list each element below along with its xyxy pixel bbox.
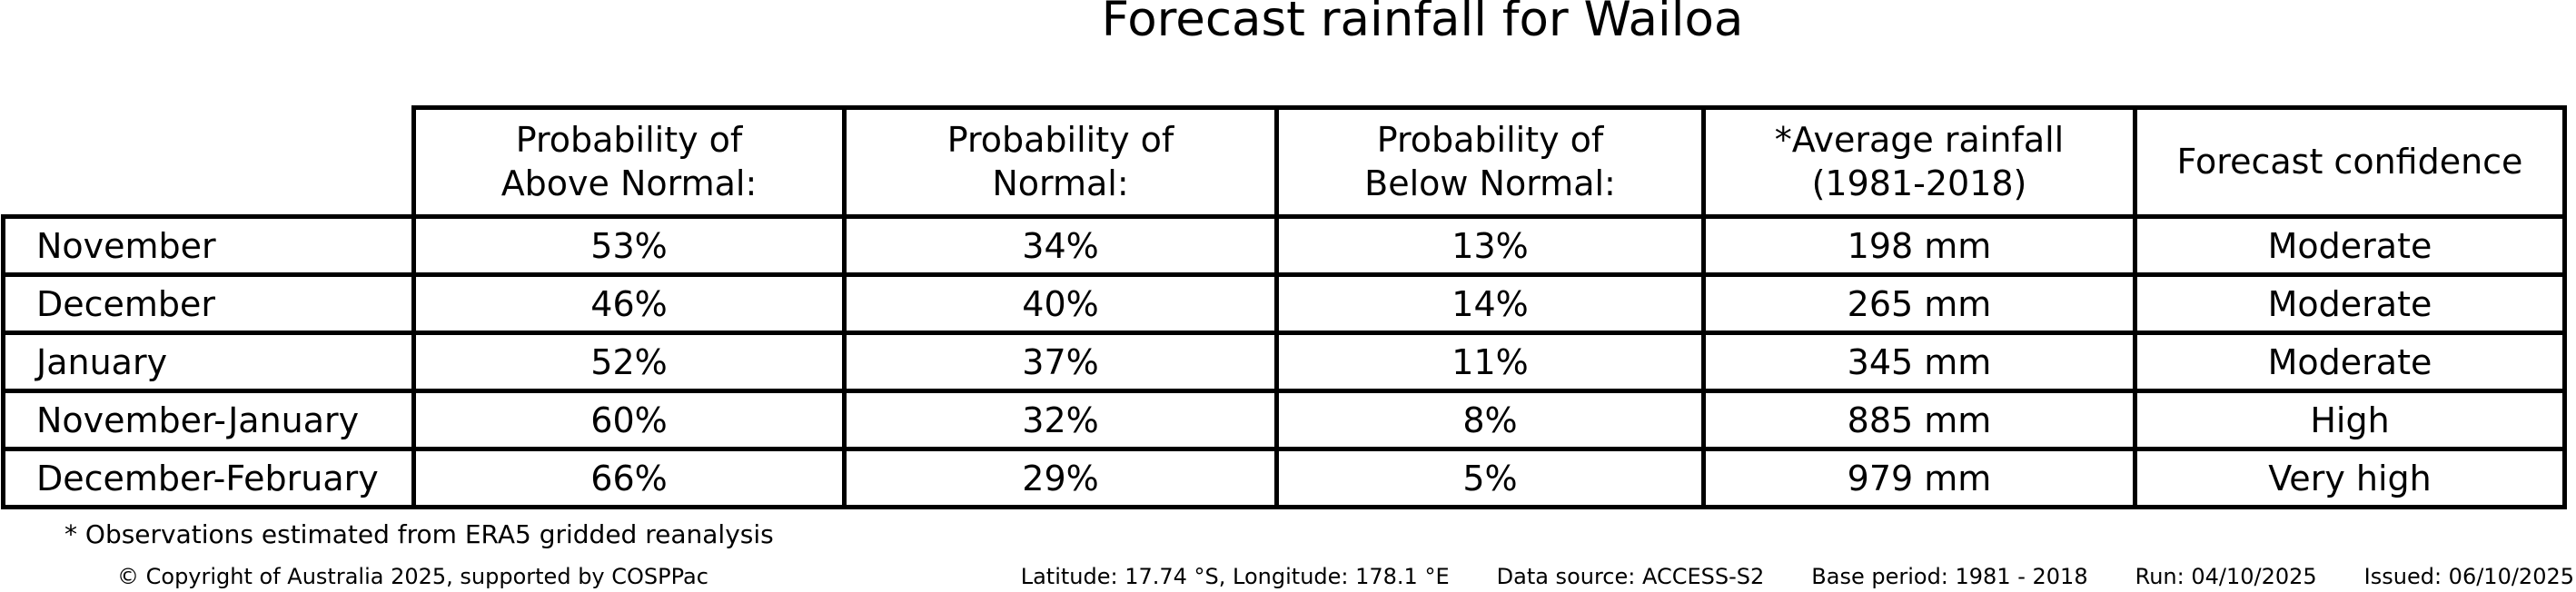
prob-below-cell: 8%: [1274, 389, 1706, 451]
prob-below-cell: 5%: [1274, 447, 1706, 509]
location-text: Latitude: 17.74 °S, Longitude: 178.1 °E: [1020, 564, 1450, 589]
prob-above-cell: 60%: [411, 389, 847, 451]
base-period-text: Base period: 1981 - 2018: [1811, 564, 2088, 589]
prob-below-cell: 11%: [1274, 331, 1706, 393]
confidence-cell: Moderate: [2133, 272, 2567, 335]
prob-normal-cell: 37%: [842, 331, 1279, 393]
avg-rainfall-cell: 345 mm: [1701, 331, 2137, 393]
footer-metadata: Latitude: 17.74 °S, Longitude: 178.1 °E …: [1021, 564, 2574, 589]
table-row: December 46% 40% 14% 265 mm Moderate: [1, 272, 2567, 335]
avg-rainfall-cell: 198 mm: [1701, 214, 2137, 277]
row-label: November-January: [1, 389, 416, 451]
copyright-text: © Copyright of Australia 2025, supported…: [117, 564, 708, 589]
header-average-rainfall: *Average rainfall (1981-2018): [1701, 105, 2137, 219]
table-header-row: Probability of Above Normal: Probability…: [4, 105, 2567, 219]
table-row: November 53% 34% 13% 198 mm Moderate: [1, 214, 2567, 277]
avg-rainfall-cell: 265 mm: [1701, 272, 2137, 335]
prob-above-cell: 52%: [411, 331, 847, 393]
row-label: November: [1, 214, 416, 277]
issued-date-text: Issued: 06/10/2025: [2363, 564, 2574, 589]
header-forecast-confidence: Forecast confidence: [2133, 105, 2567, 219]
prob-above-cell: 53%: [411, 214, 847, 277]
prob-normal-cell: 32%: [842, 389, 1279, 451]
data-source-text: Data source: ACCESS-S2: [1496, 564, 1765, 589]
confidence-cell: Moderate: [2133, 331, 2567, 393]
avg-rainfall-cell: 979 mm: [1701, 447, 2137, 509]
prob-above-cell: 66%: [411, 447, 847, 509]
row-label: January: [1, 331, 416, 393]
page-title: Forecast rainfall for Wailoa: [1101, 0, 1744, 47]
prob-above-cell: 46%: [411, 272, 847, 335]
row-label: December-February: [1, 447, 416, 509]
prob-normal-cell: 40%: [842, 272, 1279, 335]
table-row: November-January 60% 32% 8% 885 mm High: [1, 389, 2567, 451]
table-row: January 52% 37% 11% 345 mm Moderate: [1, 331, 2567, 393]
prob-below-cell: 13%: [1274, 214, 1706, 277]
header-prob-normal: Probability of Normal:: [842, 105, 1279, 219]
confidence-cell: High: [2133, 389, 2567, 451]
prob-normal-cell: 29%: [842, 447, 1279, 509]
header-prob-below-normal: Probability of Below Normal:: [1274, 105, 1706, 219]
avg-rainfall-cell: 885 mm: [1701, 389, 2137, 451]
observations-footnote: * Observations estimated from ERA5 gridd…: [64, 519, 774, 549]
table-row: December-February 66% 29% 5% 979 mm Very…: [1, 447, 2567, 509]
row-label: December: [1, 272, 416, 335]
header-prob-above-normal: Probability of Above Normal:: [411, 105, 847, 219]
prob-normal-cell: 34%: [842, 214, 1279, 277]
prob-below-cell: 14%: [1274, 272, 1706, 335]
table-corner-blank: [4, 108, 414, 217]
confidence-cell: Very high: [2133, 447, 2567, 509]
forecast-table: Probability of Above Normal: Probability…: [1, 105, 2567, 509]
confidence-cell: Moderate: [2133, 214, 2567, 277]
run-date-text: Run: 04/10/2025: [2135, 564, 2317, 589]
